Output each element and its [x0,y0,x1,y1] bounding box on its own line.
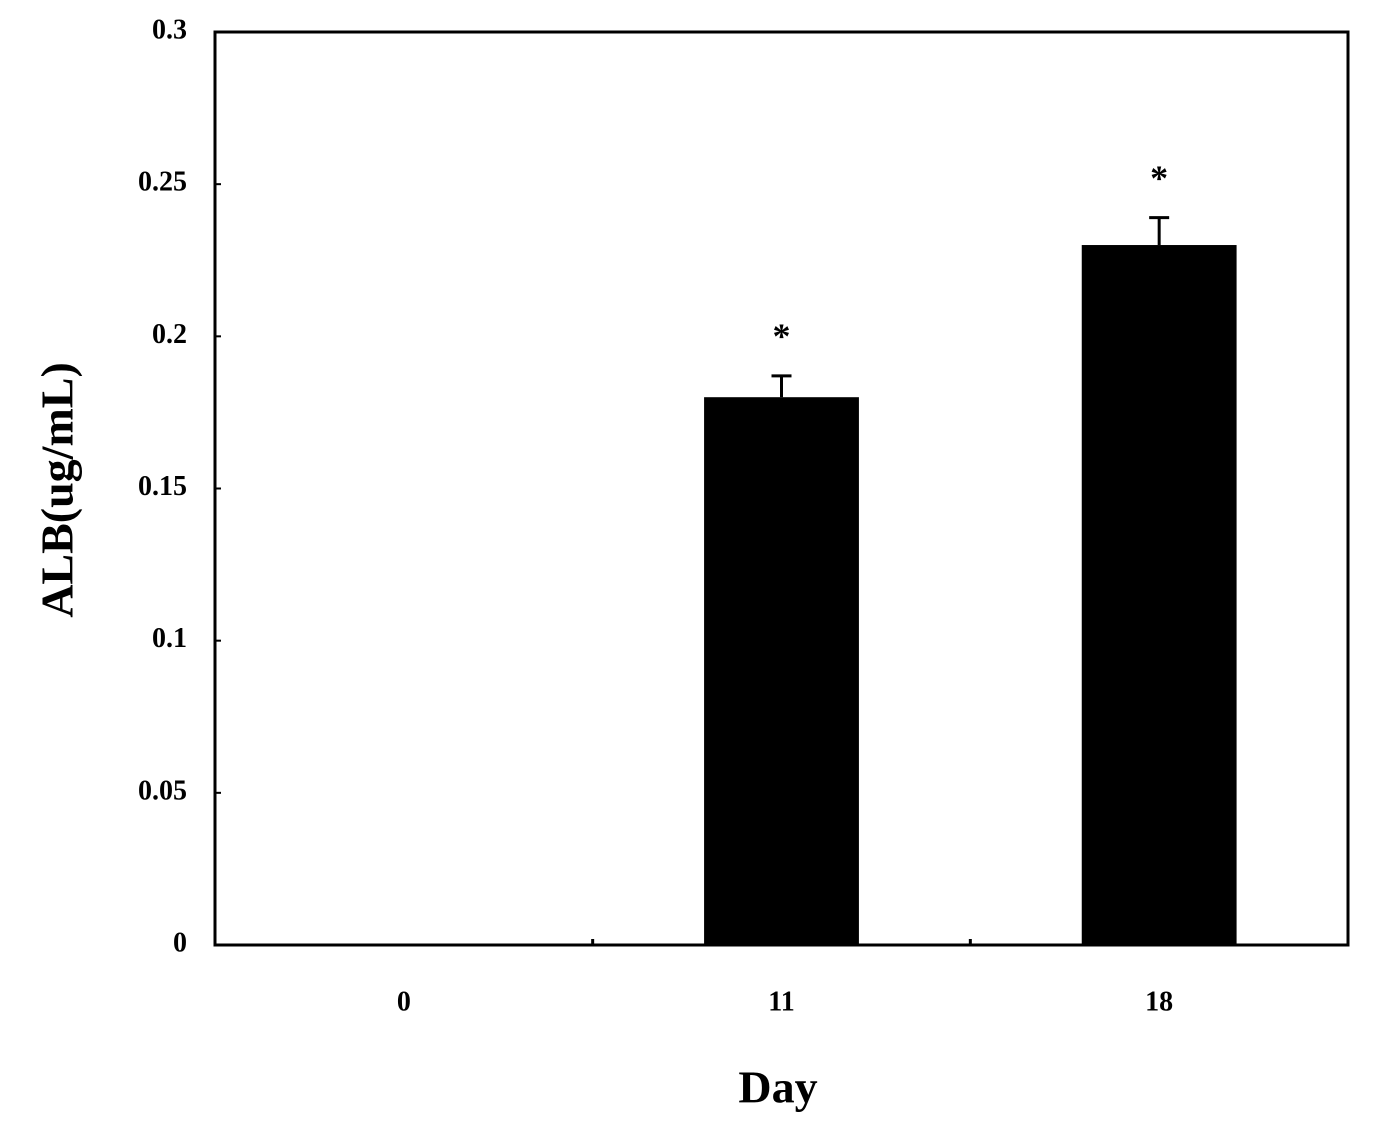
y-axis-label: ALB(ug/mL) [32,362,83,618]
significance-label: * [1150,158,1168,198]
x-tick-label: 0 [397,986,411,1017]
y-tick-label: 0.3 [152,14,187,45]
y-tick-label: 0.15 [138,471,187,502]
significance-label: * [773,316,791,356]
bar [1081,245,1237,946]
x-tick-label: 18 [1145,986,1173,1017]
error-bar [771,374,792,398]
y-tick-label: 0.25 [138,167,187,198]
error-bar [1149,216,1170,246]
y-tick-label: 0 [173,927,187,958]
x-tick-label: 11 [768,986,794,1017]
y-tick-label: 0.05 [138,775,187,806]
y-tick-label: 0.1 [152,623,187,654]
bar [704,397,859,945]
x-axis-label: Day [738,1062,817,1113]
y-tick-label: 0.2 [152,319,187,350]
